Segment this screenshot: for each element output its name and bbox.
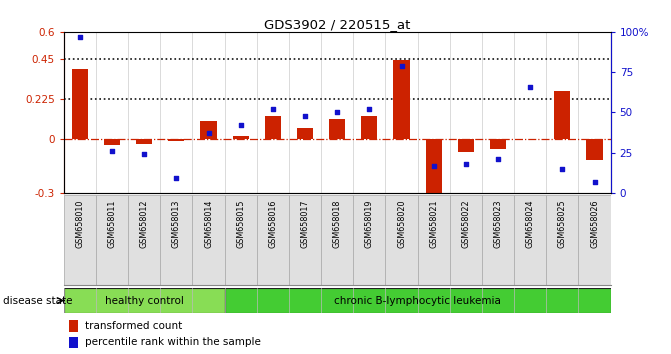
Bar bbox=[193, 195, 225, 285]
Text: GSM658024: GSM658024 bbox=[525, 199, 535, 248]
Text: transformed count: transformed count bbox=[85, 321, 182, 331]
Bar bbox=[353, 195, 385, 285]
Point bbox=[493, 156, 503, 162]
Text: GSM658018: GSM658018 bbox=[333, 199, 342, 247]
Point bbox=[396, 63, 407, 69]
Text: GSM658022: GSM658022 bbox=[462, 199, 470, 248]
Text: GSM658026: GSM658026 bbox=[590, 199, 599, 248]
Title: GDS3902 / 220515_at: GDS3902 / 220515_at bbox=[264, 18, 411, 31]
Bar bbox=[393, 61, 409, 139]
Bar bbox=[201, 121, 217, 139]
Bar bbox=[136, 139, 152, 144]
Bar bbox=[578, 195, 611, 285]
Bar bbox=[168, 139, 185, 141]
Bar bbox=[69, 337, 78, 348]
Text: GSM658013: GSM658013 bbox=[172, 199, 181, 247]
Point bbox=[171, 176, 182, 181]
Bar bbox=[417, 195, 450, 285]
Text: GSM658015: GSM658015 bbox=[236, 199, 245, 248]
Text: chronic B-lymphocytic leukemia: chronic B-lymphocytic leukemia bbox=[334, 296, 501, 306]
Bar bbox=[225, 195, 257, 285]
Text: GSM658025: GSM658025 bbox=[558, 199, 567, 248]
Text: GSM658020: GSM658020 bbox=[397, 199, 406, 248]
Bar bbox=[554, 91, 570, 139]
Text: healthy control: healthy control bbox=[105, 296, 184, 306]
Text: GSM658019: GSM658019 bbox=[365, 199, 374, 248]
Point bbox=[203, 131, 214, 136]
Point bbox=[428, 163, 439, 169]
Bar bbox=[450, 195, 482, 285]
Bar bbox=[297, 127, 313, 139]
Text: GSM658016: GSM658016 bbox=[268, 199, 277, 247]
Point bbox=[236, 122, 246, 128]
Bar bbox=[361, 116, 377, 139]
Point bbox=[300, 113, 311, 119]
Bar bbox=[425, 139, 442, 198]
Text: GSM658014: GSM658014 bbox=[204, 199, 213, 247]
Bar bbox=[289, 195, 321, 285]
Bar bbox=[96, 195, 128, 285]
Bar bbox=[490, 139, 506, 149]
Text: GSM658011: GSM658011 bbox=[107, 199, 117, 247]
Bar bbox=[482, 195, 514, 285]
Bar bbox=[265, 116, 281, 139]
Text: percentile rank within the sample: percentile rank within the sample bbox=[85, 337, 260, 347]
Bar bbox=[321, 195, 353, 285]
Text: GSM658017: GSM658017 bbox=[301, 199, 309, 248]
Bar bbox=[257, 195, 289, 285]
Bar bbox=[225, 288, 611, 313]
Bar bbox=[329, 119, 345, 139]
Point bbox=[364, 106, 374, 112]
Text: GSM658010: GSM658010 bbox=[75, 199, 85, 247]
Bar bbox=[64, 195, 96, 285]
Bar bbox=[69, 320, 78, 332]
Point bbox=[589, 179, 600, 184]
Bar bbox=[458, 139, 474, 152]
Text: GSM658012: GSM658012 bbox=[140, 199, 149, 248]
Bar bbox=[385, 195, 417, 285]
Point bbox=[525, 84, 535, 90]
Text: GSM658021: GSM658021 bbox=[429, 199, 438, 248]
Bar bbox=[233, 136, 249, 139]
Bar bbox=[104, 139, 120, 145]
Bar bbox=[546, 195, 578, 285]
Point bbox=[74, 34, 85, 40]
Bar bbox=[160, 195, 193, 285]
Point bbox=[557, 166, 568, 172]
Bar bbox=[586, 139, 603, 160]
Bar bbox=[72, 69, 88, 139]
Bar bbox=[64, 288, 225, 313]
Point bbox=[268, 106, 278, 112]
Text: disease state: disease state bbox=[3, 296, 73, 306]
Point bbox=[460, 161, 471, 167]
Bar bbox=[514, 195, 546, 285]
Point bbox=[107, 148, 117, 154]
Bar bbox=[128, 195, 160, 285]
Point bbox=[332, 110, 343, 115]
Point bbox=[139, 152, 150, 157]
Text: GSM658023: GSM658023 bbox=[493, 199, 503, 248]
